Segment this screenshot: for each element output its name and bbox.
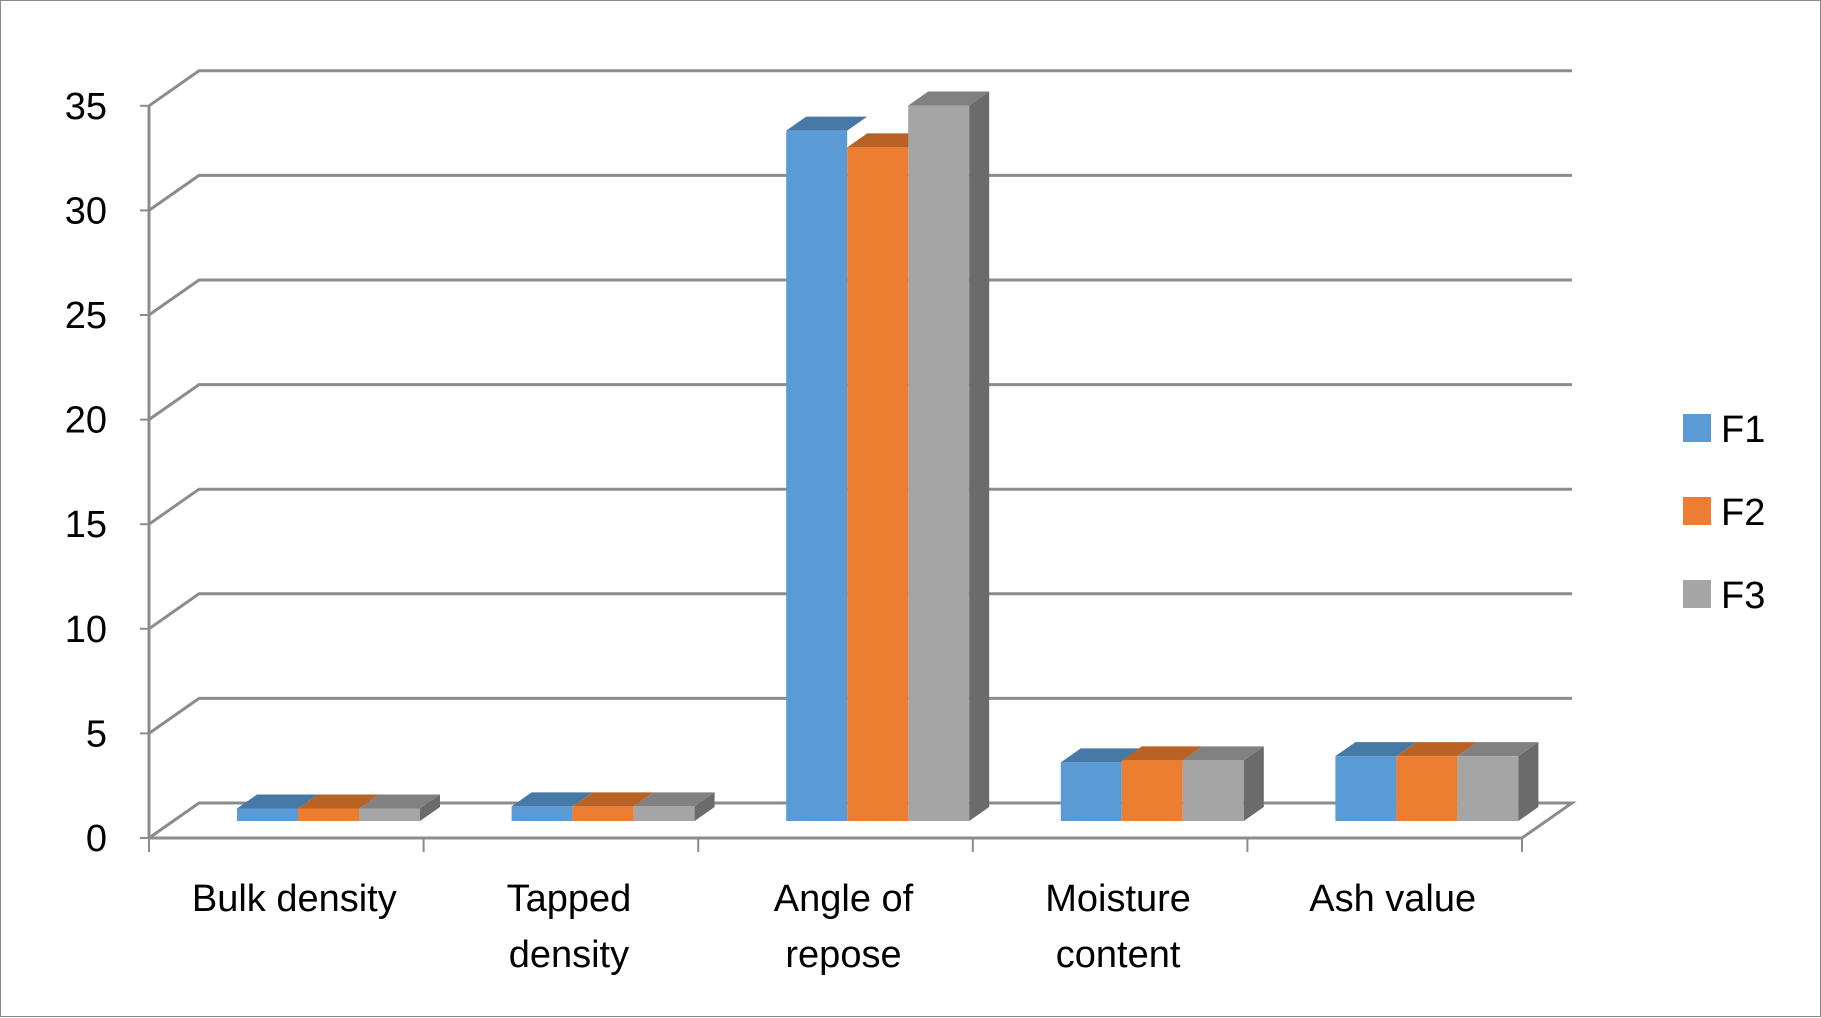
- legend-label: F1: [1721, 409, 1765, 451]
- y-tick-label: 30: [65, 190, 107, 232]
- bar-top-face: [908, 91, 990, 106]
- x-category-label: content: [1056, 934, 1181, 976]
- bar-side-face: [694, 792, 715, 821]
- bar-front-face: [1335, 756, 1397, 821]
- gridline: [148, 69, 1572, 108]
- y-tick-label: 25: [65, 295, 107, 337]
- gridline: [148, 383, 1572, 421]
- x-category-label: Bulk density: [192, 878, 397, 920]
- x-category-label: Moisture: [1045, 878, 1191, 920]
- gridline: [148, 487, 1572, 526]
- legend-swatch: [1683, 414, 1711, 442]
- bar-f1: [237, 794, 318, 821]
- bar-side-face: [1243, 746, 1264, 821]
- bar-f1: [1060, 748, 1142, 821]
- gridline: [148, 696, 1572, 735]
- bar-f2: [298, 794, 379, 821]
- bar-side-face: [420, 794, 440, 821]
- x-category-label: Ash value: [1309, 878, 1476, 920]
- bar-f3: [633, 792, 715, 821]
- bar-f1: [1335, 742, 1417, 821]
- bar-front-face: [633, 806, 695, 821]
- legend: F1 F2 F3: [1683, 409, 1765, 617]
- bar-front-face: [1396, 756, 1458, 821]
- bar-front-face: [237, 808, 298, 821]
- bar-top-face: [1121, 746, 1203, 761]
- x-axis: Bulk density Tapped density Angle of repose M…: [148, 836, 1523, 976]
- bar-top-face: [359, 794, 440, 809]
- bar-top-face: [1396, 742, 1478, 757]
- bar-f1: [786, 116, 868, 821]
- x-category-label: Tapped: [507, 878, 632, 920]
- gridline: [148, 592, 1572, 631]
- bar-top-face: [847, 133, 929, 148]
- gridline: [148, 278, 1572, 317]
- bar-front-face: [1457, 756, 1519, 821]
- bar-top-face: [786, 116, 868, 131]
- bar-f3: [1182, 746, 1264, 821]
- bar-front-face: [908, 105, 970, 821]
- bar-front-face: [1182, 760, 1244, 821]
- bar-front-face: [847, 147, 909, 822]
- gridlines: [148, 69, 1577, 840]
- x-category-label: Angle of: [774, 878, 914, 920]
- y-tick-label: 0: [86, 818, 107, 860]
- bars: [237, 91, 1539, 822]
- bar-front-face: [1121, 760, 1183, 821]
- legend-swatch: [1683, 580, 1711, 608]
- bar-f2: [1396, 742, 1478, 821]
- legend-label: F3: [1721, 575, 1765, 617]
- bar-top-face: [298, 794, 379, 809]
- bar-side-face: [1518, 742, 1539, 821]
- y-axis: 0 5 10 15 20 25 30 35: [65, 86, 151, 860]
- bar-top-face: [1335, 742, 1417, 757]
- bar-top-face: [633, 792, 715, 807]
- y-tick-label: 15: [65, 504, 107, 546]
- bar-top-face: [1060, 748, 1142, 763]
- bar-top-face: [572, 792, 654, 807]
- y-tick-label: 5: [86, 713, 107, 755]
- bar-f3: [1457, 742, 1539, 821]
- x-category-label: repose: [785, 934, 901, 976]
- bar-top-face: [1182, 746, 1264, 761]
- bar-f2: [1121, 746, 1203, 821]
- bar-front-face: [511, 806, 573, 821]
- bar-front-face: [786, 130, 848, 821]
- y-tick-label: 10: [65, 609, 107, 651]
- legend-item-f2: F2: [1683, 492, 1765, 534]
- bar-top-face: [237, 794, 318, 809]
- bar-f2: [572, 792, 654, 821]
- legend-item-f1: F1: [1683, 409, 1765, 451]
- bar-front-face: [1060, 762, 1122, 821]
- bar-top-face: [1457, 742, 1539, 757]
- bar-f2: [847, 133, 929, 822]
- legend-swatch: [1683, 497, 1711, 525]
- y-tick-label: 35: [65, 86, 107, 128]
- bar-f1: [511, 792, 593, 821]
- bar-f3: [908, 91, 990, 821]
- bar-side-face: [969, 91, 990, 821]
- legend-item-f3: F3: [1683, 575, 1765, 617]
- bar-front-face: [359, 808, 420, 821]
- bar-f3: [359, 794, 440, 821]
- bar-front-face: [572, 806, 634, 821]
- legend-label: F2: [1721, 492, 1765, 534]
- y-tick-label: 20: [65, 400, 107, 442]
- x-category-label: density: [509, 934, 629, 976]
- gridline: [148, 173, 1572, 212]
- bar-top-face: [511, 792, 593, 807]
- bar-front-face: [298, 808, 359, 821]
